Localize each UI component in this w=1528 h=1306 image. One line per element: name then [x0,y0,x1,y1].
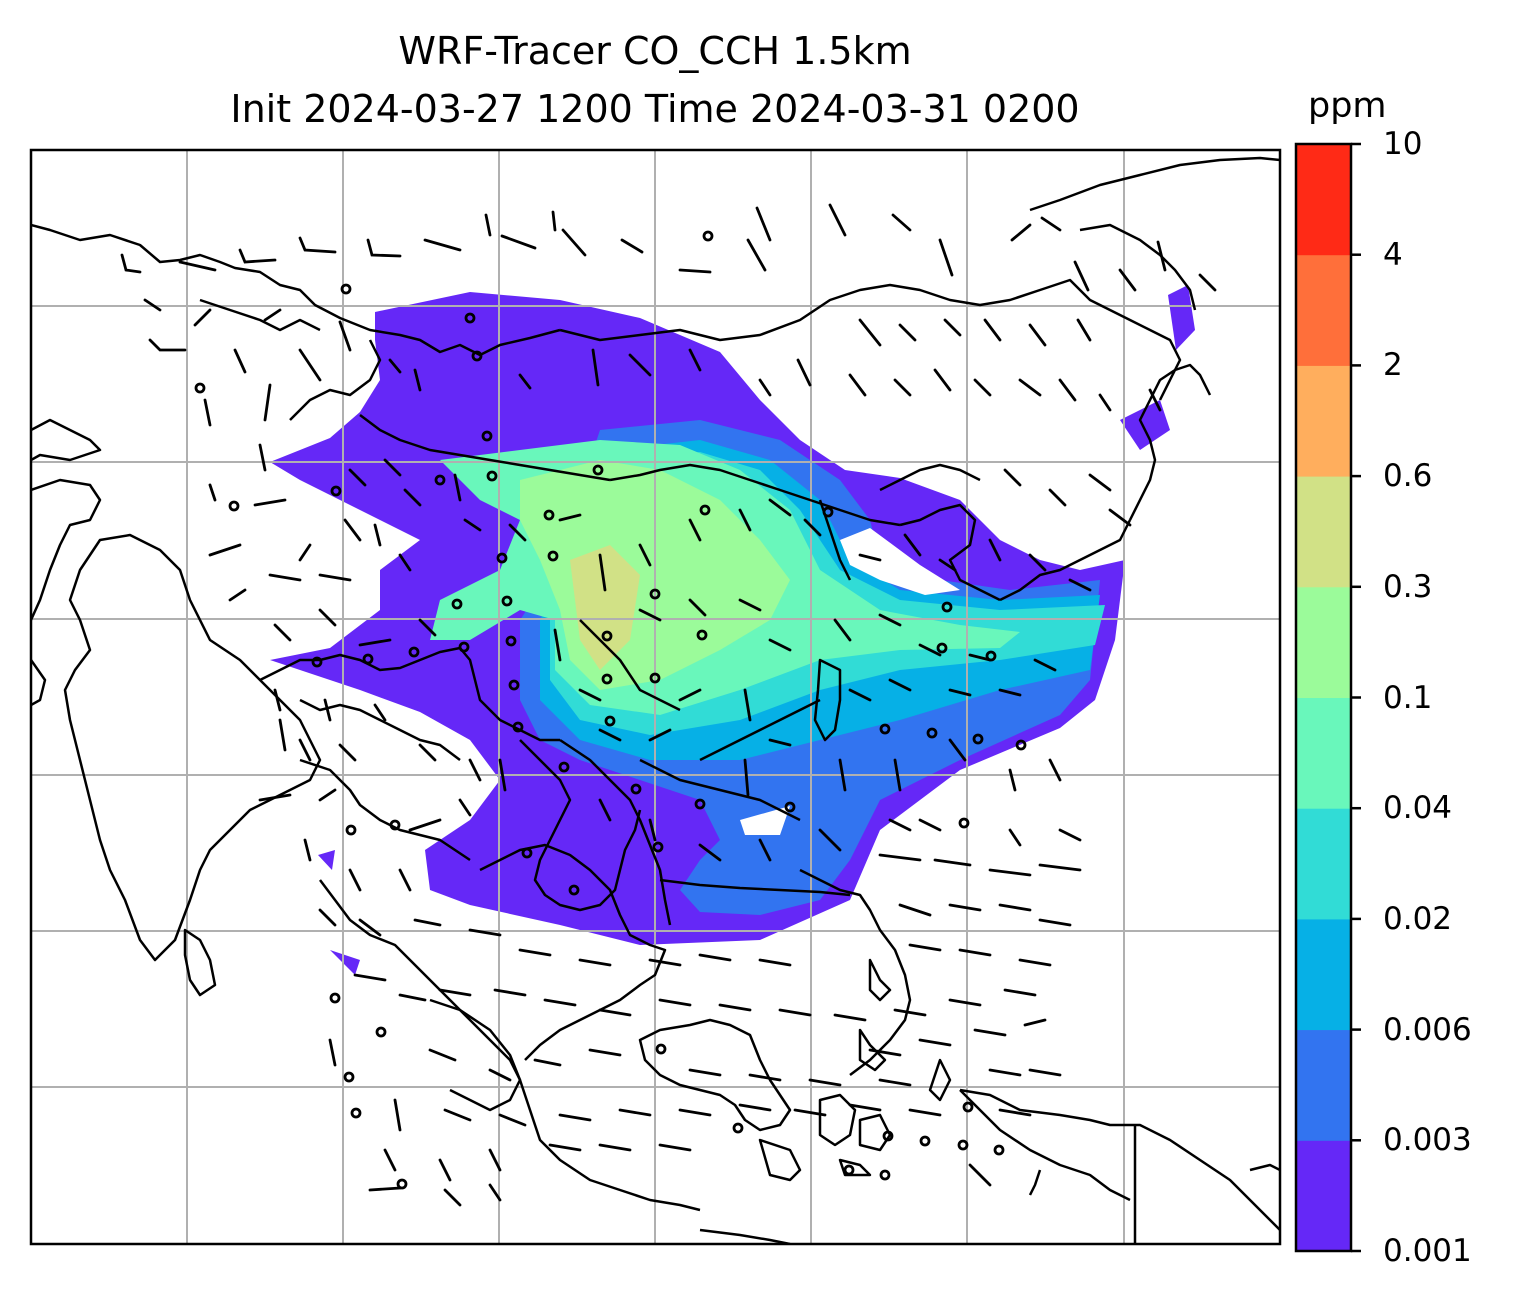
colorbar-band-0 [1296,1140,1351,1252]
plume-clear-region-2 [740,806,790,835]
colorbar-tick-label: 0.6 [1383,458,1433,495]
colorbar-tick-label: 0.003 [1383,1122,1472,1159]
colorbar [1294,142,1361,1253]
colorbar-tick-label: 0.3 [1383,568,1433,605]
colorbar-tick-label: 4 [1383,236,1403,273]
plume-level-0001-ne2 [1168,285,1195,350]
colorbar-tick-label: 0.001 [1383,1233,1472,1269]
plume-level-03 [570,545,640,670]
colorbar-tick-label: 10 [1383,126,1423,162]
figure-title-line-2: Init 2024-03-27 1200 Time 2024-03-31 020… [230,87,1080,131]
colorbar-band-3 [1296,808,1351,920]
colorbar-tick-label: 0.1 [1383,679,1433,716]
wind-barbs [120,203,1217,1207]
colorbar-band-4 [1296,697,1351,809]
colorbar-band-5 [1296,586,1351,698]
colorbar-tick-label: 0.02 [1383,900,1453,937]
colorbar-band-7 [1296,365,1351,477]
plume-level-0001-se [318,850,335,870]
colorbar-band-9 [1296,144,1351,256]
plume-level-0001-s [330,950,360,975]
colorbar-band-8 [1296,254,1351,366]
calm-wind-circles [194,230,1027,1190]
map-frame [29,148,1282,1246]
plume-clear-region [840,528,960,595]
colorbar-tick-label: 0.006 [1383,1011,1472,1048]
colorbar-units-label: ppm [1308,86,1387,126]
colorbar-tick-label: 0.04 [1383,790,1453,827]
colorbar-tick-label: 2 [1383,347,1403,384]
colorbar-band-2 [1296,918,1351,1031]
figure-title-line-1: WRF-Tracer CO_CCH 1.5km [398,29,912,73]
colorbar-band-1 [1296,1029,1351,1141]
colorbar-band-6 [1296,476,1351,588]
plume-level-0001-ne [1120,400,1170,450]
